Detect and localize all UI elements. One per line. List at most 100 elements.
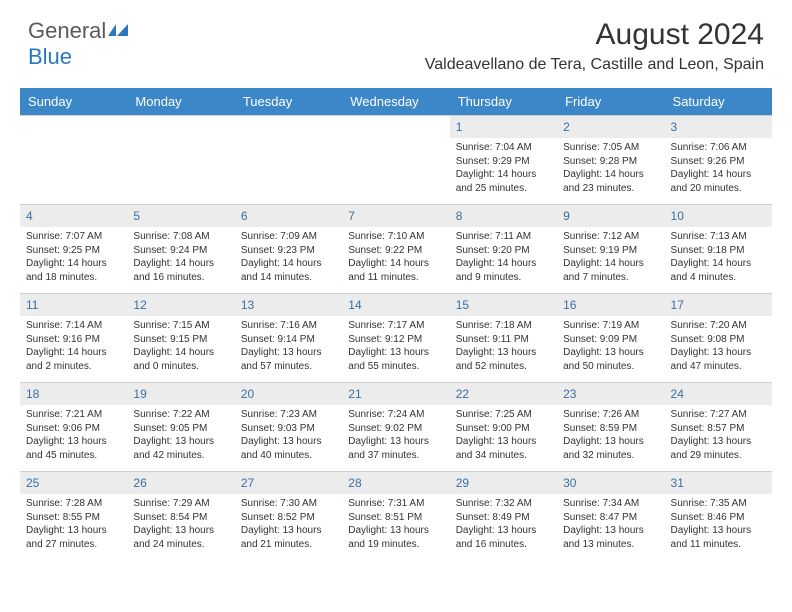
sunrise-text: Sunrise: 7:18 AM (456, 319, 551, 333)
week-row: 18 Sunrise: 7:21 AMSunset: 9:06 PM Dayligh… (20, 382, 772, 471)
day-body: Sunrise: 7:06 AMSunset: 9:26 PMDaylight:… (665, 138, 772, 201)
day-body: Sunrise: 7:10 AMSunset: 9:22 PMDaylight:… (342, 227, 449, 290)
day-cell: 24Sunrise: 7:27 AMSunset: 8:57 PMDayligh… (665, 383, 772, 471)
daylight-text: Daylight: 13 hours and 19 minutes. (348, 524, 443, 551)
calendar: SundayMondayTuesdayWednesdayThursdayFrid… (20, 88, 772, 560)
daylight-text: Daylight: 13 hours and 52 minutes. (456, 346, 551, 373)
day-body: Sunrise: 7:23 AMSunset: 9:03 PMDaylight:… (235, 405, 342, 468)
day-number: 18 (20, 383, 127, 405)
day-cell: 21 Sunrise: 7:24 AMSunset: 9:02 PMDayligh… (342, 383, 449, 471)
sunrise-text: Sunrise: 7:34 AM (563, 497, 658, 511)
day-body: Sunrise: 7:29 AMSunset: 8:54 PMDaylight:… (127, 494, 234, 557)
sunrise-text: Sunrise: 7:21 AM (26, 408, 121, 422)
daylight-text: Daylight: 14 hours and 9 minutes. (456, 257, 551, 284)
daylight-text: Daylight: 14 hours and 18 minutes. (26, 257, 121, 284)
daylight-text: Daylight: 14 hours and 25 minutes. (456, 168, 551, 195)
sunset-text: Sunset: 9:02 PM (348, 422, 443, 436)
daylight-text: Daylight: 14 hours and 11 minutes. (348, 257, 443, 284)
daylight-text: Daylight: 13 hours and 50 minutes. (563, 346, 658, 373)
sunset-text: Sunset: 9:03 PM (241, 422, 336, 436)
daylight-text: Daylight: 14 hours and 20 minutes. (671, 168, 766, 195)
sunrise-text: Sunrise: 7:19 AM (563, 319, 658, 333)
daylight-text: Daylight: 14 hours and 2 minutes. (26, 346, 121, 373)
sunset-text: Sunset: 9:19 PM (563, 244, 658, 258)
daylight-text: Daylight: 13 hours and 16 minutes. (456, 524, 551, 551)
day-header: Wednesday (342, 88, 449, 115)
sunset-text: Sunset: 9:09 PM (563, 333, 658, 347)
day-cell: 9 Sunrise: 7:12 AMSunset: 9:19 PMDaylight… (557, 205, 664, 293)
sunrise-text: Sunrise: 7:17 AM (348, 319, 443, 333)
day-number: 19 (127, 383, 234, 405)
day-number: 30 (557, 472, 664, 494)
day-number: 31 (665, 472, 772, 494)
sunrise-text: Sunrise: 7:22 AM (133, 408, 228, 422)
day-number: 17 (665, 294, 772, 316)
month-title: August 2024 (425, 18, 764, 52)
day-number: 26 (127, 472, 234, 494)
daylight-text: Daylight: 14 hours and 23 minutes. (563, 168, 658, 195)
day-number: 9 (557, 205, 664, 227)
sunrise-text: Sunrise: 7:12 AM (563, 230, 658, 244)
day-cell: 3Sunrise: 7:06 AMSunset: 9:26 PMDaylight… (665, 116, 772, 204)
day-cell: 8Sunrise: 7:11 AMSunset: 9:20 PMDaylight… (450, 205, 557, 293)
day-cell: 23Sunrise: 7:26 AMSunset: 8:59 PMDayligh… (557, 383, 664, 471)
day-number: 15 (450, 294, 557, 316)
day-header-row: SundayMondayTuesdayWednesdayThursdayFrid… (20, 88, 772, 115)
day-cell (235, 116, 342, 204)
day-cell: 19Sunrise: 7:22 AMSunset: 9:05 PMDayligh… (127, 383, 234, 471)
day-number: 25 (20, 472, 127, 494)
sunrise-text: Sunrise: 7:04 AM (456, 141, 551, 155)
day-number: 23 (557, 383, 664, 405)
day-body: Sunrise: 7:13 AMSunset: 9:18 PMDaylight:… (665, 227, 772, 290)
sunset-text: Sunset: 9:06 PM (26, 422, 121, 436)
week-row: 4Sunrise: 7:07 AMSunset: 9:25 PMDaylight… (20, 204, 772, 293)
day-number: 8 (450, 205, 557, 227)
day-number: 22 (450, 383, 557, 405)
day-body: Sunrise: 7:25 AMSunset: 9:00 PMDaylight:… (450, 405, 557, 468)
day-cell: 10Sunrise: 7:13 AMSunset: 9:18 PMDayligh… (665, 205, 772, 293)
day-body: Sunrise: 7:04 AMSunset: 9:29 PMDaylight:… (450, 138, 557, 201)
day-cell: 15 Sunrise: 7:18 AMSunset: 9:11 PMDayligh… (450, 294, 557, 382)
logo: General (28, 18, 130, 44)
day-body: Sunrise: 7:34 AMSunset: 8:47 PMDaylight:… (557, 494, 664, 557)
sunset-text: Sunset: 9:14 PM (241, 333, 336, 347)
sunrise-text: Sunrise: 7:20 AM (671, 319, 766, 333)
day-header: Thursday (450, 88, 557, 115)
sunrise-text: Sunrise: 7:09 AM (241, 230, 336, 244)
day-body: Sunrise: 7:32 AMSunset: 8:49 PMDaylight:… (450, 494, 557, 557)
sunset-text: Sunset: 8:47 PM (563, 511, 658, 525)
day-number: 21 (342, 383, 449, 405)
day-cell: 5Sunrise: 7:08 AMSunset: 9:24 PMDaylight… (127, 205, 234, 293)
day-cell: 31Sunrise: 7:35 AMSunset: 8:46 PMDayligh… (665, 472, 772, 560)
logo-text-blue: Blue (28, 44, 72, 70)
day-number: 4 (20, 205, 127, 227)
sunrise-text: Sunrise: 7:24 AM (348, 408, 443, 422)
day-cell: 17Sunrise: 7:20 AMSunset: 9:08 PMDayligh… (665, 294, 772, 382)
day-body: Sunrise: 7:35 AMSunset: 8:46 PMDaylight:… (665, 494, 772, 557)
day-cell: 25Sunrise: 7:28 AMSunset: 8:55 PMDayligh… (20, 472, 127, 560)
sunset-text: Sunset: 8:51 PM (348, 511, 443, 525)
daylight-text: Daylight: 14 hours and 14 minutes. (241, 257, 336, 284)
day-header: Monday (127, 88, 234, 115)
sunset-text: Sunset: 9:05 PM (133, 422, 228, 436)
daylight-text: Daylight: 14 hours and 7 minutes. (563, 257, 658, 284)
logo-mark-icon (108, 18, 130, 44)
week-row: 11Sunrise: 7:14 AMSunset: 9:16 PMDayligh… (20, 293, 772, 382)
sunset-text: Sunset: 9:11 PM (456, 333, 551, 347)
day-body: Sunrise: 7:19 AMSunset: 9:09 PMDaylight:… (557, 316, 664, 379)
daylight-text: Daylight: 14 hours and 0 minutes. (133, 346, 228, 373)
sunset-text: Sunset: 9:23 PM (241, 244, 336, 258)
day-body: Sunrise: 7:20 AMSunset: 9:08 PMDaylight:… (665, 316, 772, 379)
daylight-text: Daylight: 14 hours and 4 minutes. (671, 257, 766, 284)
sunrise-text: Sunrise: 7:08 AM (133, 230, 228, 244)
sunrise-text: Sunrise: 7:32 AM (456, 497, 551, 511)
day-number (20, 116, 127, 122)
day-number (127, 116, 234, 122)
day-number: 6 (235, 205, 342, 227)
day-number: 29 (450, 472, 557, 494)
sunrise-text: Sunrise: 7:27 AM (671, 408, 766, 422)
day-cell: 14Sunrise: 7:17 AMSunset: 9:12 PMDayligh… (342, 294, 449, 382)
sunset-text: Sunset: 9:26 PM (671, 155, 766, 169)
day-number: 1 (450, 116, 557, 138)
daylight-text: Daylight: 13 hours and 37 minutes. (348, 435, 443, 462)
